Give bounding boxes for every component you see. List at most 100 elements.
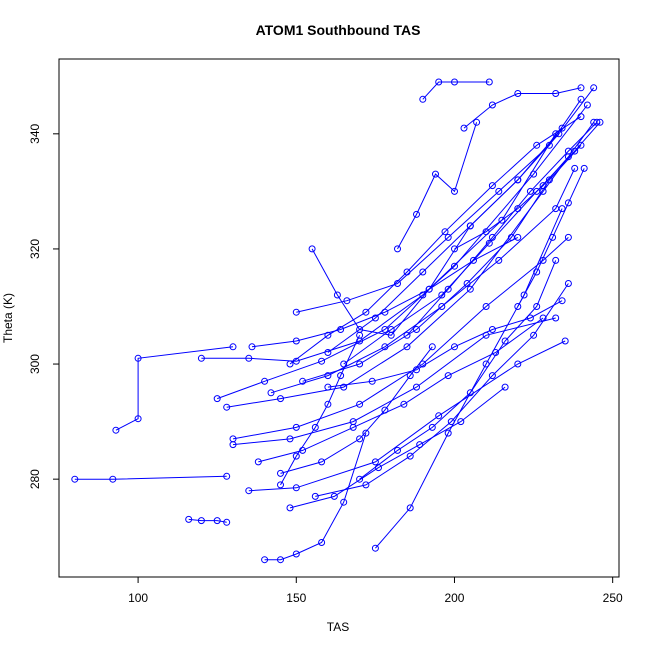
series-31 [324, 297, 566, 391]
data-point [457, 418, 465, 426]
series-line [327, 300, 563, 388]
data-point [277, 481, 284, 489]
data-point [444, 233, 452, 241]
series-line [188, 518, 227, 523]
data-point [311, 492, 319, 500]
data-point [394, 245, 401, 253]
data-point [428, 423, 436, 431]
data-point [318, 458, 326, 466]
data-point [375, 464, 382, 472]
series-line [327, 87, 595, 353]
data-point [223, 403, 231, 411]
data-point [577, 84, 585, 92]
data-point [571, 164, 579, 172]
data-point [413, 383, 420, 391]
data-point [577, 141, 585, 149]
data-point [463, 280, 471, 287]
series-28 [286, 383, 509, 512]
data-point [403, 331, 411, 339]
data-point [286, 435, 294, 443]
data-point [261, 556, 269, 564]
data-point [561, 337, 569, 345]
series-18 [394, 118, 481, 253]
series-line [248, 340, 566, 492]
data-point [451, 187, 458, 195]
data-point [406, 372, 414, 380]
data-point [482, 228, 490, 236]
data-point [466, 389, 474, 397]
data-point [593, 118, 601, 126]
data-point [552, 90, 560, 97]
data-point [533, 141, 541, 149]
y-tick-label: 300 [28, 354, 42, 374]
data-point [533, 268, 541, 276]
data-point [539, 182, 547, 190]
data-point [406, 504, 414, 512]
series-line [289, 116, 582, 365]
data-point [277, 556, 284, 564]
data-point [277, 469, 284, 477]
data-point [324, 400, 332, 408]
x-tick-label: 250 [603, 591, 623, 605]
data-point [134, 415, 142, 423]
data-point [185, 515, 193, 523]
series-3 [197, 130, 560, 365]
series-line [302, 144, 582, 382]
data-point [482, 303, 490, 310]
data-point [371, 314, 379, 322]
data-point [292, 484, 300, 492]
data-point [340, 498, 348, 506]
series-line [296, 99, 582, 313]
series-line [517, 168, 585, 307]
data-point [526, 187, 534, 195]
data-point [558, 124, 566, 132]
data-point [337, 326, 345, 333]
data-point [245, 354, 253, 362]
data-point [466, 222, 474, 230]
data-point [387, 326, 395, 333]
data-point [435, 412, 443, 420]
series-23 [340, 118, 604, 368]
data-point [530, 170, 538, 178]
series-line [232, 317, 556, 446]
data-point [485, 78, 493, 86]
data-point [292, 308, 300, 316]
plot-frame [58, 58, 620, 578]
data-point [451, 343, 458, 351]
series-line [422, 81, 490, 100]
data-point [223, 472, 231, 480]
data-point [318, 357, 326, 365]
data-point [444, 285, 452, 293]
data-point [451, 245, 458, 253]
x-tick-label: 200 [444, 591, 464, 605]
data-point [371, 544, 379, 552]
series-5 [223, 118, 598, 411]
data-point [213, 395, 221, 403]
x-axis: 100 150 200 250 [128, 577, 623, 605]
data-point [261, 377, 269, 385]
data-point [299, 446, 307, 454]
data-point [197, 354, 205, 362]
data-point [362, 481, 370, 489]
x-tick-label: 100 [128, 591, 148, 605]
data-point [286, 504, 294, 512]
data-point [425, 285, 433, 293]
series-26 [403, 118, 601, 339]
data-point [299, 377, 307, 385]
x-tick-label: 150 [286, 591, 306, 605]
data-point [419, 268, 427, 276]
series-4 [213, 101, 591, 403]
data-point [197, 517, 205, 525]
data-point [292, 452, 300, 460]
data-point [340, 383, 348, 391]
data-point [533, 303, 541, 310]
series-10 [286, 113, 585, 368]
data-point [549, 233, 557, 241]
data-point [324, 383, 332, 391]
series-2 [185, 515, 231, 526]
series-17 [460, 84, 585, 132]
data-point [254, 458, 262, 466]
data-point [248, 343, 256, 351]
data-point [460, 124, 468, 132]
